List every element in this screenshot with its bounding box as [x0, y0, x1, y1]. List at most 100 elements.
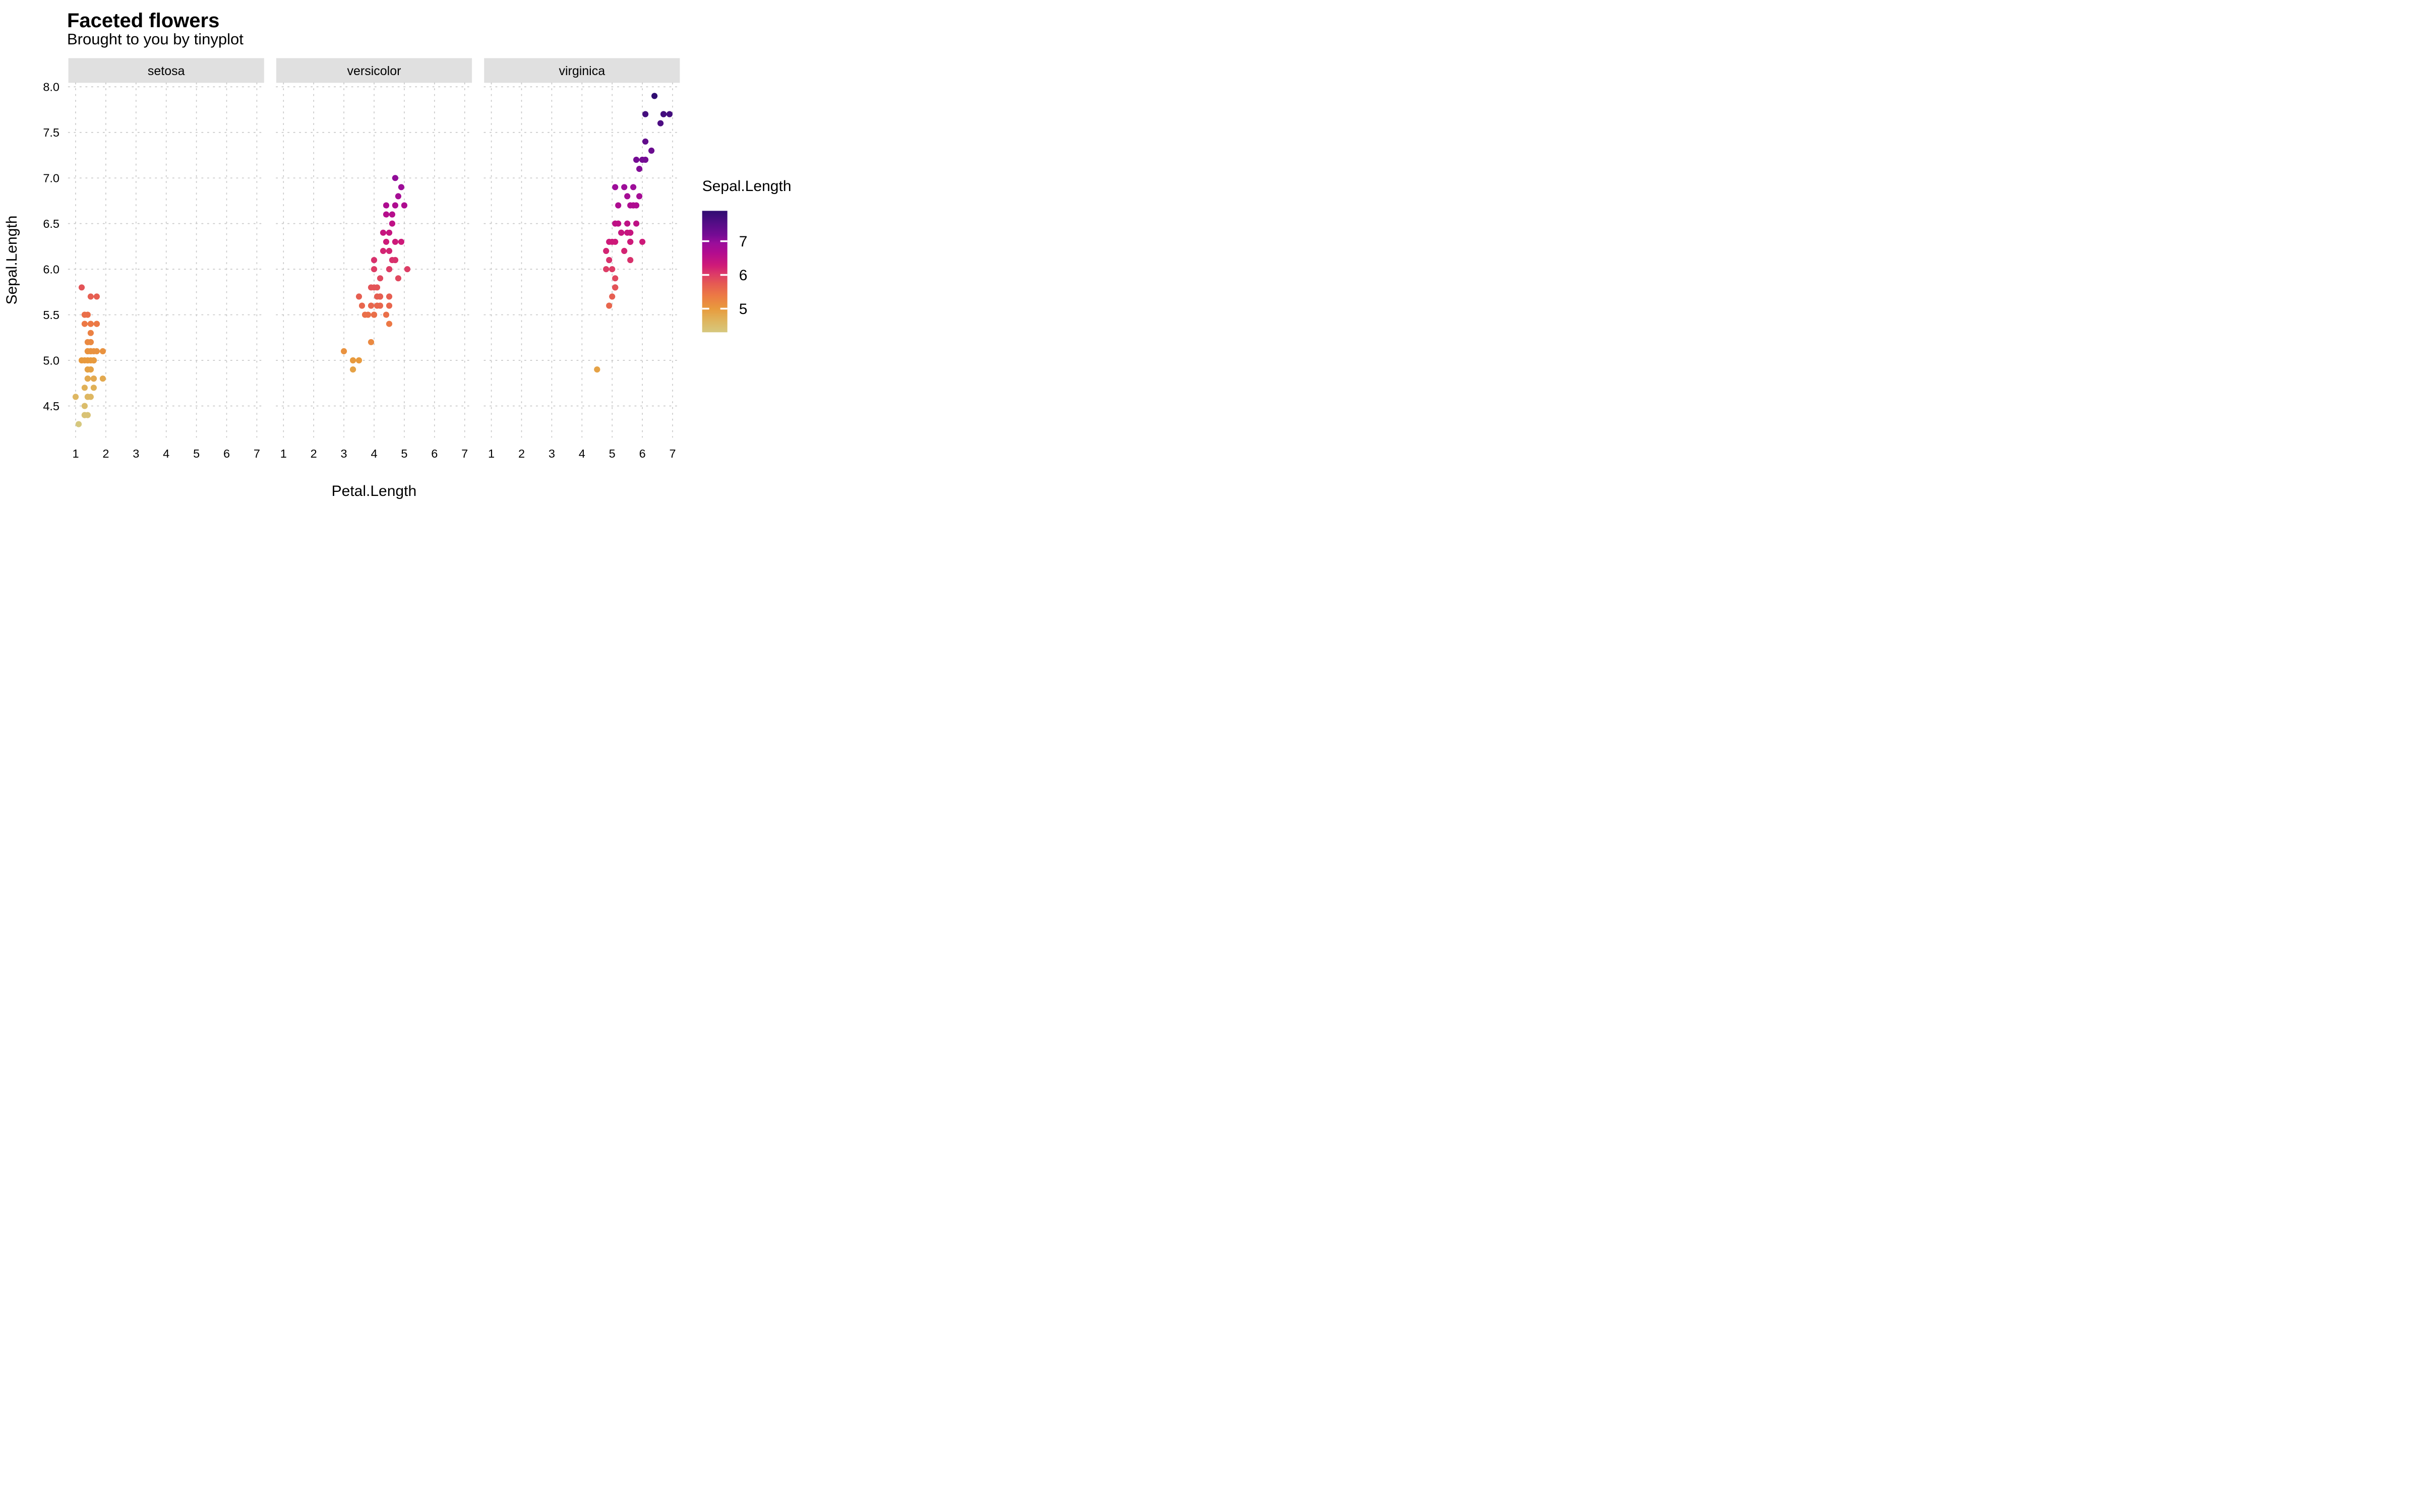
- x-tick-label: 4: [579, 447, 585, 460]
- data-point: [90, 357, 97, 364]
- data-point: [383, 202, 390, 209]
- data-point: [606, 302, 613, 309]
- data-point: [398, 184, 405, 191]
- data-point: [87, 330, 94, 336]
- legend-tick-label: 7: [739, 233, 748, 250]
- data-point: [639, 156, 646, 163]
- data-point: [93, 321, 100, 327]
- data-point: [624, 229, 631, 236]
- scatter-plot-svg: setosa versicolor virginica 4.5 5.0 5.5 6.0 6.…: [4, 10, 792, 499]
- axis-tick-labels: 4.5 5.0 5.5 6.0 6.5 7.0 7.5 8.0 1 2 3 4 5 6 7 1 2 3 4 5 6 7 1 2…: [43, 81, 676, 460]
- data-point: [636, 166, 643, 172]
- facet-strip: [484, 58, 680, 83]
- data-point: [404, 266, 411, 273]
- x-tick-label: 5: [193, 447, 200, 460]
- data-point: [609, 238, 616, 245]
- data-point: [612, 184, 619, 191]
- x-tick-label: 7: [461, 447, 468, 460]
- facet-strips: setosa versicolor virginica: [68, 58, 680, 83]
- data-point: [383, 311, 390, 318]
- y-tick-label: 5.5: [43, 308, 59, 322]
- x-tick-label: 2: [518, 447, 525, 460]
- data-point: [618, 229, 625, 236]
- y-tick-label: 6.0: [43, 263, 59, 276]
- data-point: [358, 302, 366, 309]
- x-tick-label: 5: [401, 447, 407, 460]
- x-tick-label: 7: [254, 447, 260, 460]
- color-legend: 7 6 5: [702, 211, 748, 333]
- data-point: [371, 266, 378, 273]
- x-tick-label: 1: [280, 447, 287, 460]
- y-tick-label: 6.5: [43, 217, 59, 230]
- data-point: [389, 257, 396, 264]
- chart-subtitle: Brought to you by tinyplot: [67, 30, 244, 48]
- data-point: [84, 375, 91, 382]
- data-point: [90, 385, 97, 391]
- data-point: [621, 184, 628, 191]
- data-point: [78, 284, 85, 291]
- data-point: [392, 175, 399, 181]
- x-tick-label: 4: [371, 447, 377, 460]
- data-point: [368, 302, 375, 309]
- x-tick-label: 6: [223, 447, 230, 460]
- data-point: [624, 193, 631, 200]
- legend-tick-label: 6: [739, 267, 748, 284]
- data-point: [603, 247, 610, 254]
- data-point: [609, 266, 616, 273]
- data-point: [350, 357, 356, 364]
- data-point: [84, 357, 91, 364]
- data-point: [374, 293, 381, 300]
- data-point: [389, 211, 396, 218]
- data-point: [630, 184, 637, 191]
- data-point: [90, 375, 97, 382]
- data-point: [648, 147, 655, 154]
- data-point: [371, 257, 378, 264]
- x-tick-label: 5: [609, 447, 616, 460]
- data-point: [341, 348, 347, 355]
- data-point: [657, 120, 664, 127]
- data-point: [371, 311, 378, 318]
- faceted-scatter-figure: setosa versicolor virginica 4.5 5.0 5.5 6.0 6.…: [0, 0, 807, 504]
- data-point: [627, 238, 634, 245]
- data-point: [84, 394, 91, 400]
- data-point: [72, 394, 79, 400]
- data-point: [371, 284, 378, 291]
- legend-gradient-bar: [702, 211, 728, 333]
- data-point: [383, 211, 390, 218]
- data-point: [630, 202, 637, 209]
- data-point: [639, 238, 646, 245]
- data-point: [651, 93, 658, 99]
- data-point: [75, 421, 82, 427]
- data-point: [615, 202, 622, 209]
- data-point: [87, 293, 94, 300]
- facet-label: setosa: [148, 64, 185, 78]
- y-axis-title: Sepal.Length: [4, 216, 20, 305]
- y-tick-label: 4.5: [43, 400, 59, 413]
- data-point: [392, 238, 399, 245]
- data-point: [84, 366, 91, 373]
- x-tick-label: 6: [639, 447, 646, 460]
- grid-lines: [68, 82, 681, 438]
- data-point: [355, 293, 362, 300]
- data-point: [377, 275, 384, 282]
- data-point: [609, 293, 616, 300]
- x-tick-label: 3: [133, 447, 139, 460]
- y-tick-label: 5.0: [43, 354, 59, 367]
- x-tick-label: 1: [488, 447, 495, 460]
- data-point: [624, 220, 631, 227]
- data-point: [612, 284, 619, 291]
- data-point: [386, 229, 393, 236]
- data-point: [87, 321, 94, 327]
- x-tick-label: 7: [669, 447, 676, 460]
- data-point: [93, 293, 100, 300]
- data-point: [395, 275, 402, 282]
- data-point: [81, 321, 88, 327]
- data-point: [386, 247, 393, 254]
- data-point: [612, 275, 619, 282]
- data-point: [90, 348, 97, 355]
- data-point: [81, 385, 88, 391]
- data-point: [392, 202, 399, 209]
- data-point: [355, 357, 362, 364]
- legend-tick-label: 5: [739, 301, 748, 318]
- data-point: [81, 412, 88, 418]
